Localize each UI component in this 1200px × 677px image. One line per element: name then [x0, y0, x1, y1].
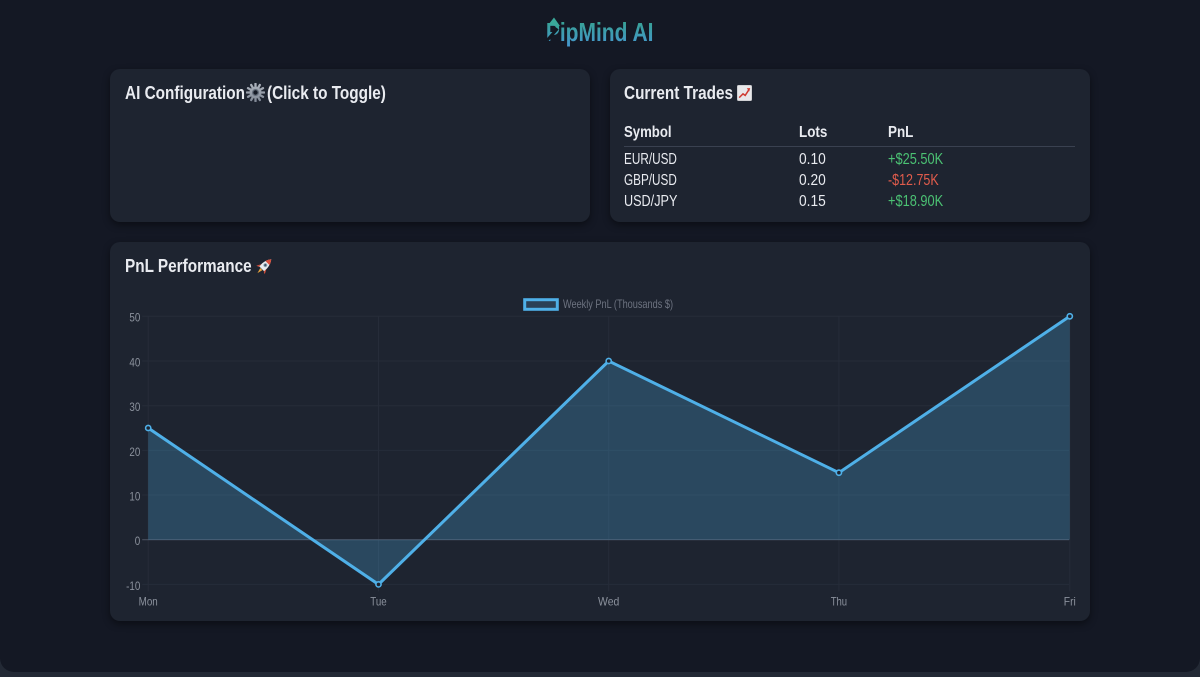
svg-text:Tue: Tue — [370, 595, 387, 609]
svg-text:Fri: Fri — [1064, 595, 1076, 609]
svg-text:30: 30 — [129, 400, 140, 414]
svg-text:Wed: Wed — [598, 595, 619, 609]
svg-text:0: 0 — [135, 534, 141, 548]
svg-text:50: 50 — [129, 311, 140, 325]
svg-text:Thu: Thu — [831, 595, 847, 609]
svg-text:Weekly PnL (Thousands $): Weekly PnL (Thousands $) — [563, 297, 673, 311]
svg-text:-10: -10 — [126, 579, 140, 593]
svg-text:Mon: Mon — [139, 595, 158, 609]
svg-text:20: 20 — [129, 445, 140, 459]
svg-text:40: 40 — [129, 355, 140, 369]
svg-text:10: 10 — [129, 490, 140, 504]
